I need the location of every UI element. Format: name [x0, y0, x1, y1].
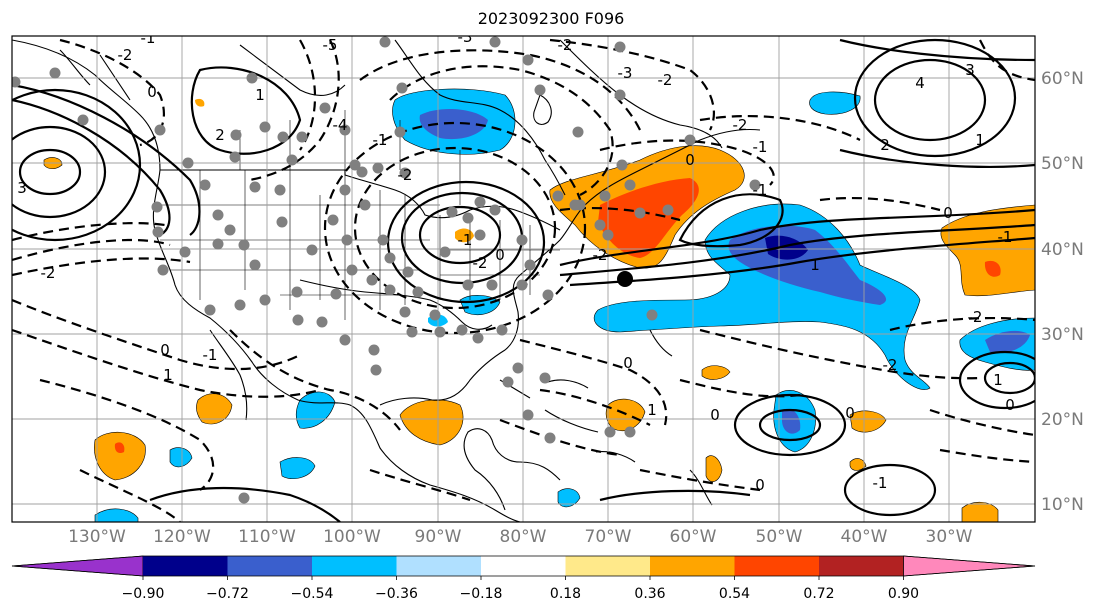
contour-label: 2: [880, 136, 890, 154]
colorbar-segment: [312, 556, 397, 576]
colorbar-segment: [396, 556, 481, 576]
colorbar-label: −0.72: [206, 586, 249, 602]
contour-label: -1: [141, 29, 156, 47]
longitude-label: 90°W: [415, 527, 462, 547]
colorbar-label: −0.18: [460, 586, 503, 602]
colorbar-segment: [227, 556, 312, 576]
colorbar-label: −0.36: [375, 586, 418, 602]
contour-label: -4: [333, 116, 348, 134]
contour-label: -1: [203, 346, 218, 364]
contour-label: 0: [710, 406, 720, 424]
contour-label: -2: [473, 254, 488, 272]
shading-layer: [43, 88, 1035, 522]
longitude-label: 30°W: [926, 527, 973, 547]
contour-label: 0: [495, 246, 505, 264]
contour-label: 0: [1005, 396, 1015, 414]
contour-label: -3: [458, 28, 473, 46]
graticule: [12, 36, 1035, 522]
latitude-label: 10°N: [1041, 495, 1084, 515]
contour-label: -5: [323, 36, 338, 54]
contour-label: -2: [593, 246, 608, 264]
contour-label: 1: [975, 131, 985, 149]
longitude-label: 70°W: [585, 527, 632, 547]
colorbar-label: −0.54: [291, 586, 334, 602]
contour-label: -1: [753, 181, 768, 199]
contour-label: -2: [968, 308, 983, 326]
colorbar-extend-low: [11, 555, 144, 577]
contour-label: -1: [753, 138, 768, 156]
longitude-label: 80°W: [500, 527, 547, 547]
contour-label: -2: [558, 36, 573, 54]
colorbar-label: 0.72: [803, 586, 834, 602]
colorbar-segment: [650, 556, 735, 576]
longitude-labels: 130°W 120°W 110°W 100°W 90°W 80°W 70°W 60°W 50°W…: [68, 527, 973, 547]
contour-label: 0: [623, 354, 633, 372]
colorbar-segment: [565, 556, 650, 576]
contour-label: -2: [658, 71, 673, 89]
contour-label: -2: [733, 116, 748, 134]
longitude-label: 120°W: [153, 527, 211, 547]
longitude-label: 60°W: [670, 527, 717, 547]
contour-label: 1: [255, 86, 265, 104]
contour-label: 0: [160, 341, 170, 359]
colorbar-segment: [734, 556, 819, 576]
contour-label: 0: [845, 404, 855, 422]
contour-label: 0: [685, 151, 695, 169]
longitude-label: 50°W: [756, 527, 803, 547]
colorbar-label: 0.90: [888, 586, 919, 602]
longitude-label: 110°W: [238, 527, 296, 547]
contour-label: 0: [755, 476, 765, 494]
contour-label: 3: [965, 61, 975, 79]
contour-label: 1: [647, 401, 657, 419]
colorbar-label: −0.90: [122, 586, 165, 602]
longitude-label: 40°W: [841, 527, 888, 547]
longitude-label: 100°W: [323, 527, 381, 547]
longitude-label: 130°W: [68, 527, 126, 547]
map-frame: [11, 35, 1036, 523]
contour-label: 2: [215, 126, 225, 144]
contour-label: 1: [163, 366, 173, 384]
contour-label: -1: [373, 131, 388, 149]
storm-marker: [617, 271, 633, 287]
contour-label: -2: [398, 166, 413, 184]
contour-label: -3: [618, 64, 633, 82]
latitude-label: 40°N: [1041, 240, 1084, 260]
colorbar: [11, 555, 1036, 577]
contour-label: 1: [993, 371, 1003, 389]
colorbar-extend-high: [903, 555, 1036, 577]
colorbar-label: 0.18: [550, 586, 581, 602]
contour-label: 0: [943, 204, 953, 222]
latitude-label: 20°N: [1041, 410, 1084, 430]
contour-label: -2: [118, 46, 133, 64]
observation-dots: [12, 36, 761, 504]
positive-contours: [12, 38, 1035, 522]
colorbar-label: 0.54: [719, 586, 750, 602]
contour-label: -2: [41, 264, 56, 282]
contour-label: 4: [915, 74, 925, 92]
latitude-labels: 60°N 50°N 40°N 30°N 20°N 10°N: [1041, 69, 1084, 515]
latitude-label: 50°N: [1041, 154, 1084, 174]
contour-label: -2: [883, 356, 898, 374]
colorbar-segment: [481, 556, 566, 576]
colorbar-labels: −0.90 −0.72 −0.54 −0.36 −0.18 0.18 0.36 0.54 0.7…: [122, 576, 919, 602]
latitude-label: 30°N: [1041, 325, 1084, 345]
colorbar-segment: [143, 556, 228, 576]
contour-label: -1: [458, 231, 473, 249]
latitude-label: 60°N: [1041, 69, 1084, 89]
contour-label: 1: [810, 256, 820, 274]
political-borders: [160, 110, 560, 320]
map-title: 2023092300 F096: [477, 9, 625, 28]
contour-label: 3: [17, 179, 27, 197]
contour-label: 0: [147, 83, 157, 101]
contour-label: -1: [873, 474, 888, 492]
colorbar-segment: [819, 556, 904, 576]
colorbar-label: 0.36: [634, 586, 665, 602]
contour-label: -1: [998, 228, 1013, 246]
